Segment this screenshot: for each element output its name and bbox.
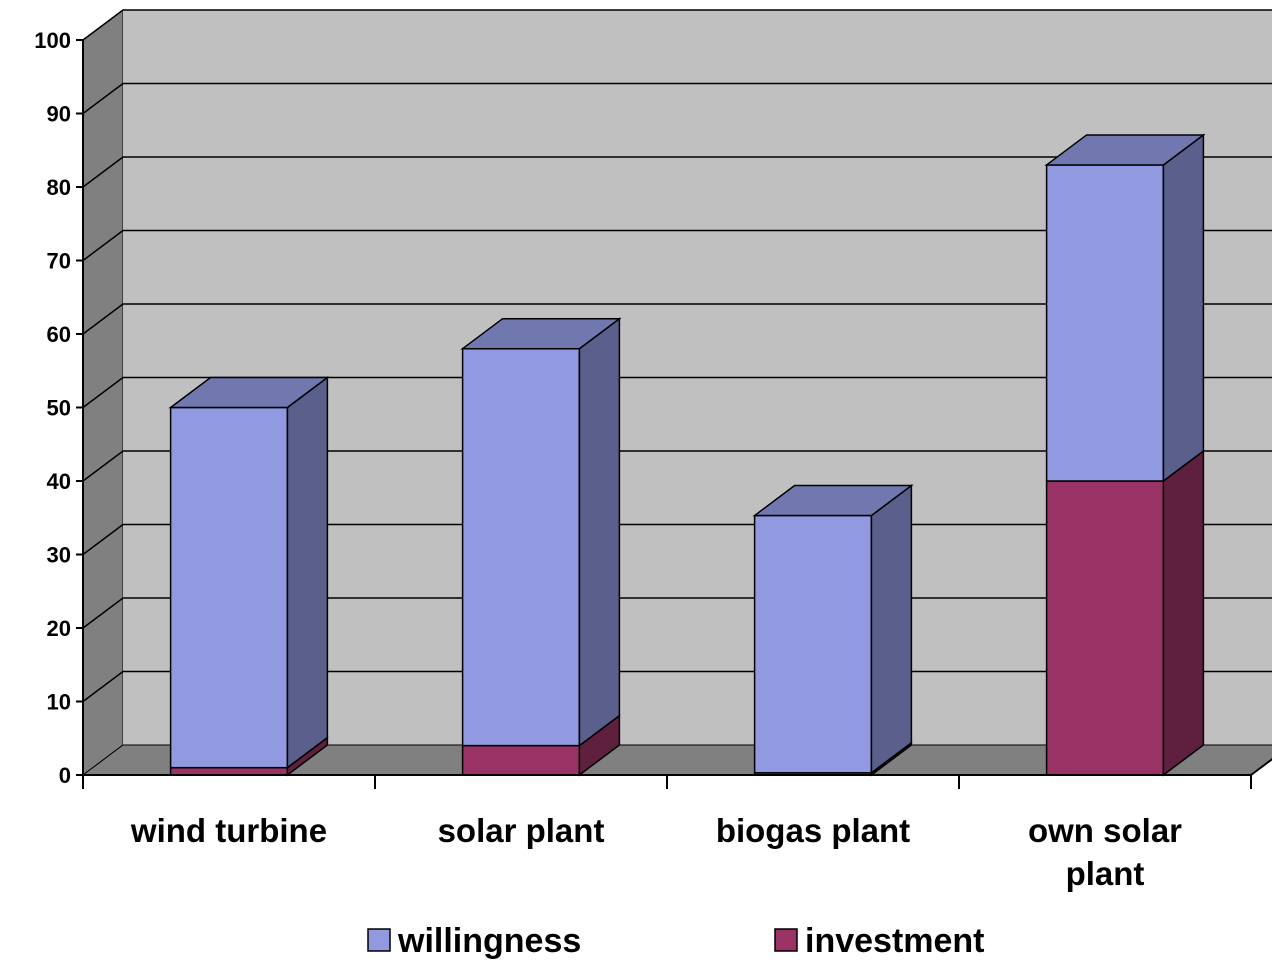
x-category-label-line: solar plant [438, 812, 605, 849]
bar-own-solar-plant-investment-side [1162, 449, 1205, 777]
legend-swatch-willingness [367, 928, 391, 952]
gridline [82, 9, 1272, 41]
y-tick-label: 0 [59, 763, 71, 788]
bar-solar-plant-willingness-side [578, 317, 621, 748]
gridline [82, 229, 1272, 262]
x-category-label-line: plant [1066, 855, 1145, 892]
y-axis: 0 10 20 30 40 50 60 70 80 90 100 [34, 28, 84, 788]
y-tick-label: 60 [47, 322, 71, 347]
bar-own-solar-plant-willingness-front [1045, 164, 1165, 482]
bars [168, 133, 1206, 777]
bar-wind-turbine-willingness-side [286, 376, 329, 770]
x-category-label: wind turbine [130, 812, 327, 849]
y-tick-label: 90 [47, 102, 71, 127]
bar-wind-turbine-willingness-front [169, 406, 289, 769]
legend: willingness investment [367, 922, 985, 960]
bar-solar-plant-willingness-top [460, 317, 622, 350]
x-axis-depth-line [1250, 758, 1272, 776]
bar-biogas-plant-willingness-front [753, 514, 873, 774]
x-category-label-line: own solar [1028, 812, 1182, 849]
gridlines [82, 9, 1272, 703]
y-tick-label: 30 [47, 543, 71, 568]
y-tick-label: 80 [47, 175, 71, 200]
bar-biogas-plant-willingness-side [870, 484, 913, 775]
y-tick-label: 40 [47, 469, 71, 494]
legend-label-investment: investment [805, 922, 985, 960]
legend-label-willingness: willingness [397, 922, 581, 960]
y-tick-label: 10 [47, 690, 71, 715]
y-tick-label: 50 [47, 396, 71, 421]
bar-solar-plant-investment-front [461, 744, 581, 776]
x-axis: wind turbine solar plant biogas plant own s… [82, 758, 1272, 892]
y-tick-label: 100 [34, 28, 71, 53]
x-category-label: solar plant [438, 812, 605, 849]
gridline [82, 82, 1272, 115]
x-category-label-line: wind turbine [130, 812, 327, 849]
gridline [82, 156, 1272, 188]
x-category-label: biogas plant [716, 812, 910, 849]
gridline [82, 450, 1272, 482]
gridline [82, 303, 1272, 335]
gridline [82, 376, 1272, 409]
bar-wind-turbine-investment-front [169, 766, 289, 776]
bar-biogas-plant-willingness-top [752, 484, 914, 517]
bar-solar-plant-willingness-front [461, 347, 581, 747]
x-category-label-line: biogas plant [716, 812, 910, 849]
y-tick-label: 70 [47, 249, 71, 274]
x-category-label: own solar plant [1028, 812, 1182, 892]
bar-own-solar-plant-investment-front [1045, 480, 1165, 776]
bar-own-solar-plant-willingness-side [1162, 133, 1205, 483]
legend-swatch-investment [774, 928, 798, 952]
bar-own-solar-plant-willingness-top [1044, 134, 1206, 166]
y-tick-label: 20 [47, 616, 71, 641]
bar-wind-turbine-willingness-top [168, 376, 330, 409]
